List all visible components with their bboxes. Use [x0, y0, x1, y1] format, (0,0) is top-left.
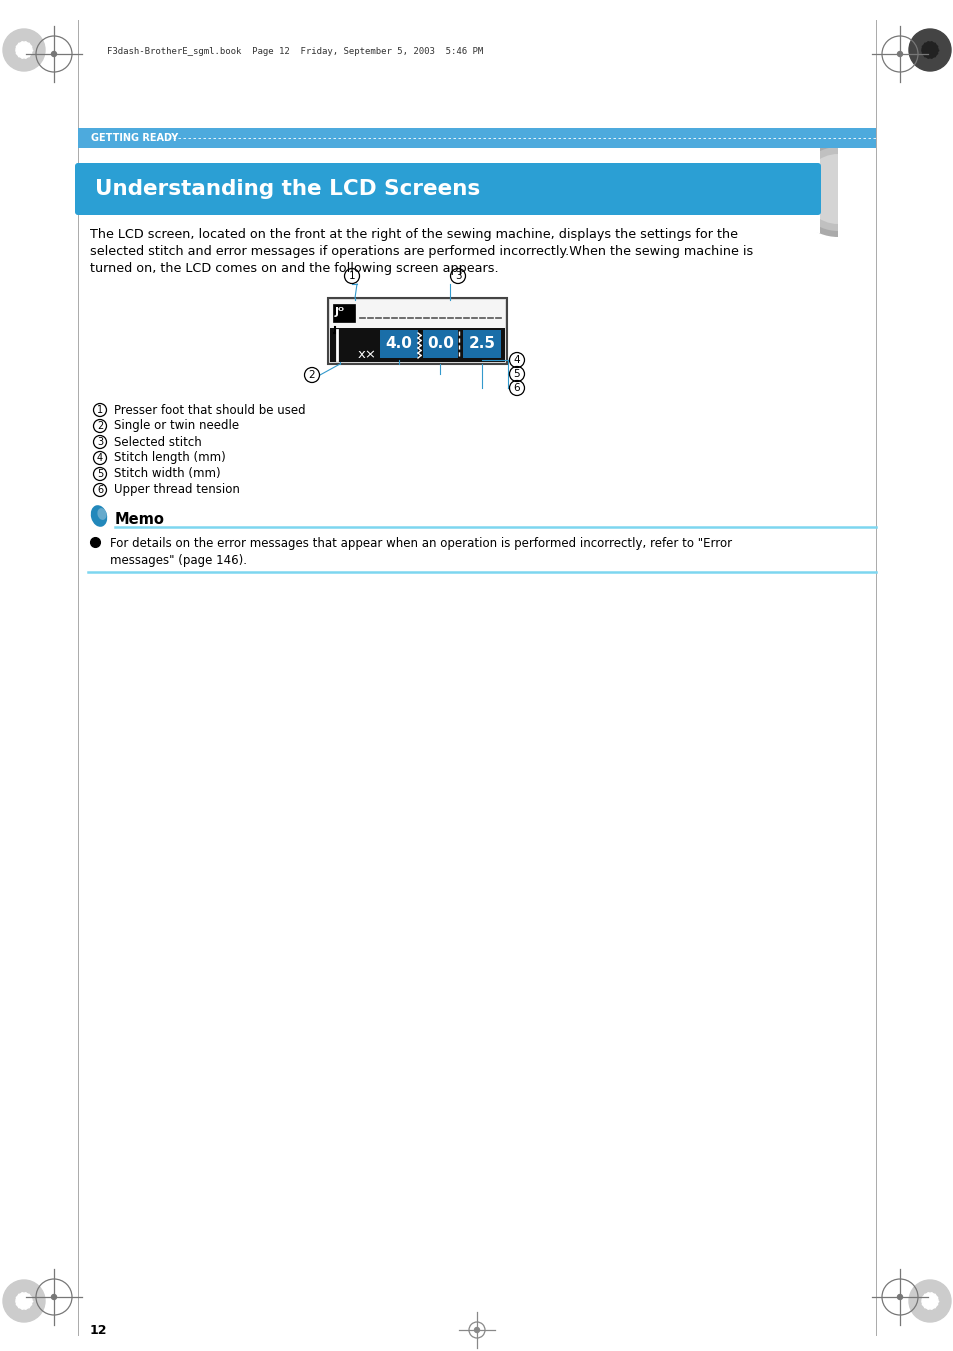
Text: F3dash-BrotherE_sgml.book  Page 12  Friday, September 5, 2003  5:46 PM: F3dash-BrotherE_sgml.book Page 12 Friday… [107, 46, 483, 55]
Text: Memo: Memo [115, 512, 165, 527]
Text: 3: 3 [455, 272, 461, 281]
FancyBboxPatch shape [330, 300, 504, 328]
Text: Selected stitch: Selected stitch [113, 435, 201, 449]
FancyBboxPatch shape [462, 330, 500, 358]
Text: messages" (page 146).: messages" (page 146). [110, 554, 247, 567]
Text: 2: 2 [97, 422, 103, 431]
Wedge shape [775, 145, 820, 232]
Text: 2.5: 2.5 [468, 336, 495, 351]
Text: Single or twin needle: Single or twin needle [113, 420, 239, 432]
Circle shape [908, 1279, 950, 1323]
Circle shape [897, 1294, 902, 1300]
Text: 1: 1 [349, 272, 355, 281]
FancyBboxPatch shape [75, 163, 821, 215]
FancyBboxPatch shape [333, 304, 355, 322]
Wedge shape [795, 147, 837, 231]
Text: 4: 4 [97, 453, 103, 463]
FancyBboxPatch shape [328, 299, 506, 363]
Circle shape [908, 28, 950, 72]
Text: 1: 1 [97, 405, 103, 415]
Circle shape [921, 42, 937, 58]
Text: GETTING READY: GETTING READY [91, 132, 178, 143]
Text: Stitch width (mm): Stitch width (mm) [113, 467, 220, 481]
Text: 2: 2 [309, 370, 315, 380]
Wedge shape [802, 154, 837, 224]
Text: 4: 4 [513, 355, 519, 365]
Text: 6: 6 [97, 485, 103, 494]
Text: 5: 5 [97, 469, 103, 480]
Text: 6: 6 [513, 382, 519, 393]
FancyBboxPatch shape [379, 330, 417, 358]
Circle shape [3, 28, 45, 72]
FancyBboxPatch shape [422, 330, 457, 358]
Text: selected stitch and error messages if operations are performed incorrectly.When : selected stitch and error messages if op… [90, 245, 753, 258]
Circle shape [921, 1293, 937, 1309]
Text: 3: 3 [97, 436, 103, 447]
Text: Understanding the LCD Screens: Understanding the LCD Screens [95, 178, 479, 199]
Text: The LCD screen, located on the front at the right of the sewing machine, display: The LCD screen, located on the front at … [90, 228, 738, 240]
Text: 0.0: 0.0 [427, 336, 454, 351]
Ellipse shape [91, 505, 107, 527]
Text: For details on the error messages that appear when an operation is performed inc: For details on the error messages that a… [110, 536, 731, 550]
Text: 4.0: 4.0 [385, 336, 412, 351]
Text: 12: 12 [90, 1324, 108, 1336]
Circle shape [3, 1279, 45, 1323]
Text: Presser foot that should be used: Presser foot that should be used [113, 404, 305, 416]
Circle shape [897, 51, 902, 57]
FancyBboxPatch shape [78, 128, 875, 149]
Text: 5: 5 [513, 369, 519, 380]
Text: x×: x× [357, 347, 376, 361]
Text: turned on, the LCD comes on and the following screen appears.: turned on, the LCD comes on and the foll… [90, 262, 498, 276]
Circle shape [51, 1294, 56, 1300]
Circle shape [51, 51, 56, 57]
Wedge shape [789, 141, 837, 236]
Circle shape [474, 1328, 479, 1332]
Text: Stitch length (mm): Stitch length (mm) [113, 451, 226, 465]
Text: Jᴼ: Jᴼ [335, 307, 345, 317]
Circle shape [16, 42, 32, 58]
Circle shape [16, 1293, 32, 1309]
FancyBboxPatch shape [330, 328, 504, 362]
Ellipse shape [97, 508, 107, 520]
Text: Upper thread tension: Upper thread tension [113, 484, 239, 497]
